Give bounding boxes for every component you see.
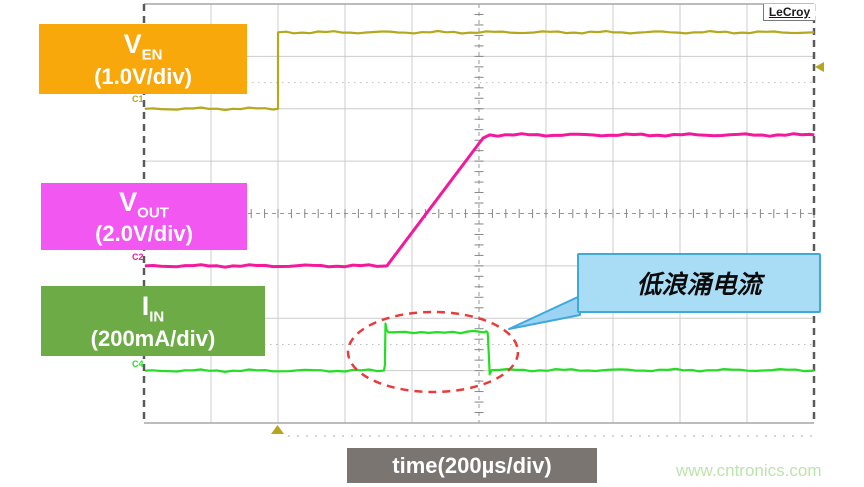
channel-label-iin: IIN (200mA/div): [41, 286, 265, 356]
channel-scale-iin: (200mA/div): [90, 325, 216, 351]
channel-scale-vout: (2.0V/div): [95, 221, 193, 247]
channel-name-ven: VEN: [123, 29, 163, 64]
inrush-current-callout: 低浪涌电流: [577, 253, 821, 313]
timebase-label: time(200µs/div): [347, 448, 597, 483]
channel-label-vout: VOUT (2.0V/div): [41, 183, 247, 250]
channel-name-iin: IIN: [141, 291, 165, 326]
channel-label-ven: VEN (1.0V/div): [39, 24, 247, 94]
channel-scale-ven: (1.0V/div): [94, 63, 192, 89]
channel-name-vout: VOUT: [119, 186, 169, 221]
channel-marker-c2: C2: [132, 252, 144, 262]
channel-marker-c4: C4: [132, 359, 144, 369]
lecroy-logo: LeCroy: [763, 4, 815, 21]
channel-marker-c1: C1: [132, 94, 144, 104]
watermark-text: www.cntronics.com: [676, 461, 822, 480]
